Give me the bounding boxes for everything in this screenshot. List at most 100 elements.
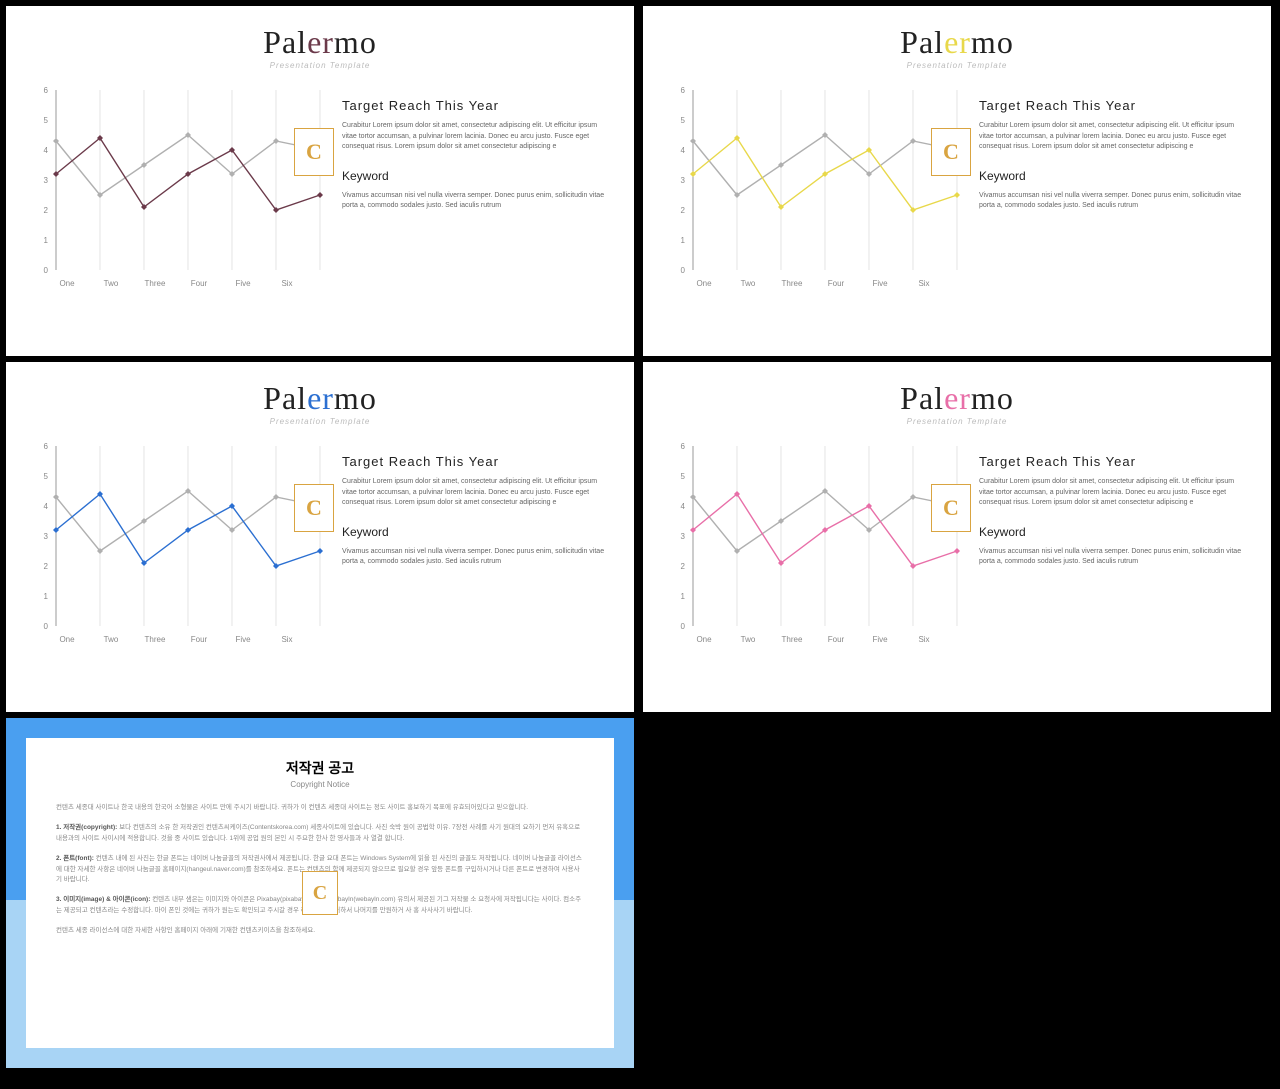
svg-text:Two: Two — [741, 279, 756, 288]
svg-text:Two: Two — [104, 635, 119, 644]
svg-text:2: 2 — [681, 562, 686, 571]
paragraph-1: Curabitur Lorem ipsum dolor sit amet, co… — [342, 121, 612, 153]
copyright-subtitle: Copyright Notice — [56, 780, 584, 789]
brand-subtitle: Presentation Template — [28, 61, 612, 70]
svg-text:One: One — [59, 279, 75, 288]
svg-text:Five: Five — [235, 279, 251, 288]
svg-text:3: 3 — [681, 176, 686, 185]
svg-text:Six: Six — [281, 635, 292, 644]
svg-text:6: 6 — [681, 86, 686, 95]
line-chart: 0123456OneTwoThreeFourFiveSix — [28, 436, 328, 656]
slide-chart-4: PalermoPresentation Template 0 1 2 3 4 5 6 One Tw… — [643, 362, 1271, 712]
svg-text:1: 1 — [44, 236, 49, 245]
section-title: Target Reach This Year — [342, 454, 612, 469]
chart-area: 0123456OneTwoThreeFourFiveSixC — [665, 436, 965, 656]
svg-text:5: 5 — [44, 116, 49, 125]
slide-body: 0123456OneTwoThreeFourFiveSixCTarget Rea… — [28, 436, 612, 656]
svg-text:2: 2 — [44, 206, 49, 215]
section-title: Target Reach This Year — [979, 98, 1249, 113]
paragraph-2: Vivamus accumsan nisi vel nulla viverra … — [979, 191, 1249, 212]
brand-subtitle: Presentation Template — [28, 417, 612, 426]
svg-text:3: 3 — [44, 532, 49, 541]
slide-grid: PalermoPresentation Template0123456OneTw… — [0, 0, 1280, 1074]
text-area: Target Reach This Year Curabitur Lorem ip… — [342, 80, 612, 300]
brand-title: Palermo — [28, 24, 612, 61]
svg-text:Four: Four — [828, 635, 845, 644]
svg-text:Five: Five — [235, 635, 251, 644]
svg-text:Two: Two — [741, 635, 756, 644]
svg-text:One: One — [59, 635, 75, 644]
svg-text:1: 1 — [681, 592, 686, 601]
title-wrap: PalermoPresentation Template — [28, 24, 612, 70]
paragraph-1: Curabitur Lorem ipsum dolor sit amet, co… — [979, 121, 1249, 153]
svg-text:One: One — [696, 635, 712, 644]
slide-body: 0123456OneTwoThreeFourFiveSixCTarget Rea… — [665, 80, 1249, 300]
badge-icon: C — [931, 484, 971, 532]
brand-subtitle: Presentation Template — [665, 61, 1249, 70]
chart-area: 0123456OneTwoThreeFourFiveSixC — [28, 436, 328, 656]
svg-text:1: 1 — [44, 592, 49, 601]
svg-text:6: 6 — [681, 442, 686, 451]
svg-text:4: 4 — [681, 502, 686, 511]
copyright-content: 저작권 공고 Copyright Notice 컨텐츠 세종대 사이트나 한국 … — [26, 738, 614, 1048]
svg-text:Three: Three — [782, 279, 803, 288]
svg-text:5: 5 — [44, 472, 49, 481]
svg-text:4: 4 — [44, 146, 49, 155]
svg-text:4: 4 — [44, 502, 49, 511]
chart-area: 0123456OneTwoThreeFourFiveSixC — [665, 80, 965, 300]
line-chart: 0123456OneTwoThreeFourFiveSix — [665, 80, 965, 300]
badge-icon: C — [931, 128, 971, 176]
text-area: Target Reach This Year Curabitur Lorem ip… — [342, 436, 612, 656]
svg-text:0: 0 — [681, 622, 686, 631]
copyright-outer: 저작권 공고 Copyright Notice 컨텐츠 세종대 사이트나 한국 … — [6, 718, 634, 1068]
svg-text:2: 2 — [681, 206, 686, 215]
copyright-line: 컨텐츠 세종대 사이트나 한국 내용의 한국어 소형물은 사이트 만에 주시기 … — [56, 803, 584, 813]
keyword-heading: Keyword — [979, 169, 1249, 183]
title-wrap: PalermoPresentation Template — [28, 380, 612, 426]
svg-text:5: 5 — [681, 116, 686, 125]
svg-text:6: 6 — [44, 442, 49, 451]
svg-text:Three: Three — [145, 635, 166, 644]
slide-chart-3: PalermoPresentation Template0123456OneTw… — [6, 362, 634, 712]
title-wrap: PalermoPresentation Template — [665, 380, 1249, 426]
paragraph-2: Vivamus accumsan nisi vel nulla viverra … — [342, 547, 612, 568]
slide-chart-2: PalermoPresentation Template0123456OneTw… — [643, 6, 1271, 356]
svg-text:Three: Three — [145, 279, 166, 288]
slide-body: 0 1 2 3 4 5 6 One Two Three Four Five Six CTarget Rea… — [665, 436, 1249, 656]
svg-text:Six: Six — [281, 279, 292, 288]
brand-title: Palermo — [665, 24, 1249, 61]
title-wrap: PalermoPresentation Template — [665, 24, 1249, 70]
svg-text:Four: Four — [828, 279, 845, 288]
slide-copyright: 저작권 공고 Copyright Notice 컨텐츠 세종대 사이트나 한국 … — [6, 718, 634, 1068]
text-area: Target Reach This YearCurabitur Lorem ip… — [979, 436, 1249, 656]
keyword-heading: Keyword — [979, 525, 1249, 539]
paragraph-1: Curabitur Lorem ipsum dolor sit amet, co… — [979, 477, 1249, 509]
copyright-line: 1. 저작권(copyright): 보다 컨텐츠의 소유 한 저작권인 컨텐츠… — [56, 823, 584, 844]
brand-title: Palermo — [28, 380, 612, 417]
keyword-heading: Keyword — [342, 169, 612, 183]
chart-area: 0123456OneTwoThreeFourFiveSixC — [28, 80, 328, 300]
section-title: Target Reach This Year — [342, 98, 612, 113]
brand-subtitle: Presentation Template — [665, 417, 1249, 426]
copyright-title: 저작권 공고 — [56, 758, 584, 778]
svg-text:0: 0 — [44, 266, 49, 275]
svg-text:Six: Six — [918, 279, 929, 288]
slide-empty — [643, 718, 1271, 1068]
copyright-line: 컨텐츠 세종 라이선스에 대한 자세한 사항인 홈페이지 아래에 기재한 컨텐츠… — [56, 926, 584, 936]
slide-chart-1: PalermoPresentation Template0123456OneTw… — [6, 6, 634, 356]
svg-text:0: 0 — [681, 266, 686, 275]
svg-text:One: One — [696, 279, 712, 288]
svg-text:3: 3 — [681, 532, 686, 541]
brand-title: Palermo — [665, 380, 1249, 417]
svg-text:Five: Five — [872, 279, 888, 288]
badge-icon: C — [294, 484, 334, 532]
copyright-lines: 컨텐츠 세종대 사이트나 한국 내용의 한국어 소형물은 사이트 만에 주시기 … — [56, 803, 584, 937]
svg-text:3: 3 — [44, 176, 49, 185]
badge-icon: C — [294, 128, 334, 176]
paragraph-1: Curabitur Lorem ipsum dolor sit amet, co… — [342, 477, 612, 509]
svg-text:Five: Five — [872, 635, 888, 644]
svg-text:Six: Six — [918, 635, 929, 644]
svg-text:Three: Three — [782, 635, 803, 644]
svg-text:5: 5 — [681, 472, 686, 481]
svg-text:0: 0 — [44, 622, 49, 631]
